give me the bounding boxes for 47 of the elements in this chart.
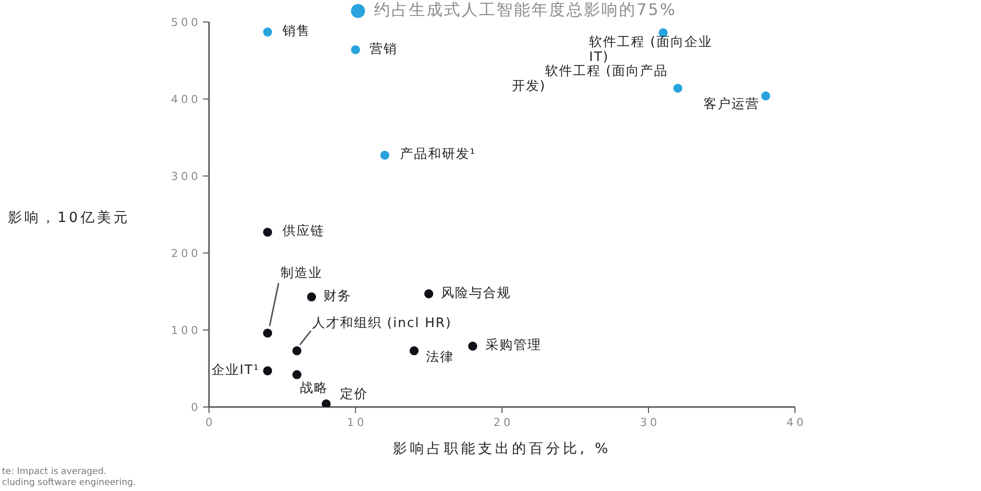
annotation: 营销 — [370, 42, 398, 57]
y-tick-label: 100 — [171, 324, 201, 337]
point — [380, 150, 390, 160]
text: cluding software engineering. — [2, 478, 136, 488]
annotation: 人才和组织 (incl HR) — [312, 316, 452, 331]
annotation: 软件工程 (面向产品开发) — [512, 64, 670, 94]
point — [424, 289, 434, 298]
y-tick-label: 400 — [171, 93, 201, 106]
annotation: 定价 — [340, 386, 368, 402]
x-tick-label: 20 — [494, 416, 514, 429]
y-tick-label: 500 — [171, 16, 201, 29]
x-tick-label: 10 — [347, 416, 367, 429]
point — [322, 399, 331, 407]
x-tick-label: 30 — [640, 416, 660, 429]
point — [350, 45, 360, 54]
point — [673, 84, 682, 93]
annotation: 战略 — [300, 380, 328, 396]
point — [292, 346, 302, 356]
annotation: 供应链 — [282, 224, 325, 240]
annotation: 客户运营 — [704, 96, 760, 112]
annotation: 企业IT¹ — [212, 362, 260, 378]
y-tick-label: 200 — [171, 247, 201, 260]
annotation: 财务 — [324, 288, 352, 304]
x-tick-label: 0 — [206, 416, 216, 429]
annotation: 销售 — [282, 24, 311, 39]
text: te: Impact is averaged. — [2, 467, 106, 477]
x-axis-title: 影响占职能支出的百分比, % — [392, 440, 612, 458]
point — [263, 28, 272, 37]
point — [263, 366, 272, 376]
point — [468, 342, 478, 351]
point — [292, 370, 302, 380]
annotation: 风险与合规 — [440, 286, 511, 301]
y-tick-label: 300 — [171, 170, 201, 183]
x-tick-label: 40 — [786, 416, 806, 429]
y-tick-label: 0 — [191, 401, 201, 414]
annotation: 产品和研发¹ — [400, 147, 476, 162]
point — [263, 328, 272, 338]
annotation: 软件工程 (面向企业IT) — [589, 34, 714, 65]
y-axis-title: 影响，10亿美元 — [8, 209, 130, 227]
annotation: 制造业 — [280, 266, 323, 282]
point — [263, 228, 272, 237]
annotation: 法律 — [426, 350, 454, 365]
point — [761, 91, 770, 100]
annotation: 采购管理 — [486, 338, 542, 354]
legend-label: 约占生成式人工智能年度总影响的75% — [374, 0, 677, 21]
point — [410, 346, 419, 356]
point — [307, 292, 316, 302]
